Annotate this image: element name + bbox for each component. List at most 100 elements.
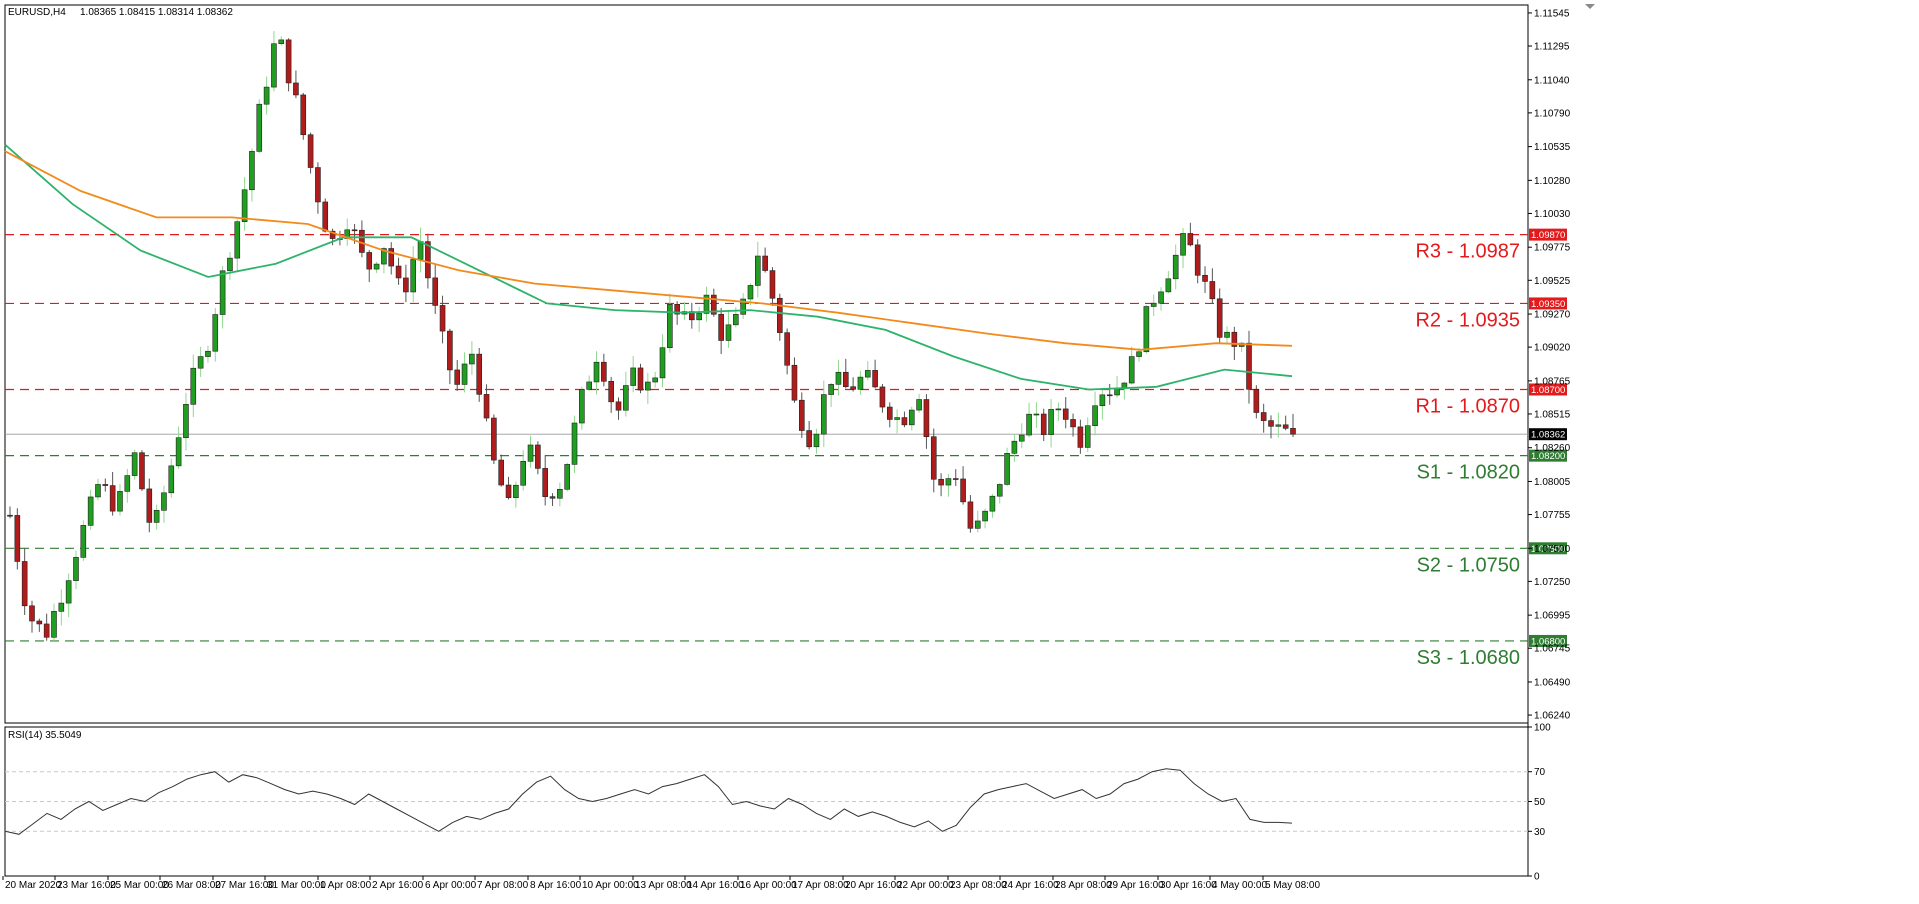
candle-body bbox=[513, 484, 519, 498]
price-tick-label: 1.06240 bbox=[1534, 711, 1571, 722]
candle-body bbox=[733, 314, 739, 326]
candle-body bbox=[65, 580, 72, 604]
candle bbox=[1062, 397, 1069, 429]
time-tick-label: 25 Mar 00:00 bbox=[110, 880, 169, 891]
candle bbox=[725, 311, 732, 348]
time-tick-label: 14 Apr 16:00 bbox=[687, 880, 744, 891]
candle bbox=[1275, 412, 1282, 438]
candle-body bbox=[1077, 426, 1084, 448]
candle-body bbox=[51, 611, 57, 638]
chart-shift-marker[interactable] bbox=[1585, 4, 1595, 9]
candle bbox=[1194, 239, 1201, 284]
candle bbox=[139, 450, 145, 491]
candle bbox=[124, 468, 131, 503]
candle bbox=[447, 328, 453, 385]
candle bbox=[798, 392, 805, 438]
candle bbox=[1026, 402, 1032, 438]
candle bbox=[755, 241, 761, 298]
candle bbox=[256, 99, 263, 154]
candle bbox=[718, 307, 724, 355]
level-label: R1 - 1.0870 bbox=[1415, 395, 1520, 417]
candle-body bbox=[7, 514, 13, 517]
candle bbox=[842, 358, 849, 389]
candle-body bbox=[916, 399, 922, 411]
candle-body bbox=[784, 332, 790, 366]
candle bbox=[1268, 415, 1274, 439]
candle bbox=[901, 411, 908, 428]
candle-body bbox=[637, 367, 644, 391]
level-label: S1 - 1.0820 bbox=[1417, 462, 1520, 484]
candle bbox=[1011, 434, 1018, 462]
candle-body bbox=[359, 229, 365, 253]
candle-body bbox=[813, 433, 820, 448]
level-badge bbox=[1529, 383, 1567, 396]
main-price-pane bbox=[4, 4, 1529, 724]
candle bbox=[1048, 398, 1054, 448]
rsi-header: RSI(14) 35.5049 bbox=[8, 730, 82, 741]
candle-body bbox=[879, 386, 886, 408]
candle-body bbox=[36, 620, 43, 625]
candle-body bbox=[1033, 413, 1040, 416]
level-label: S3 - 1.0680 bbox=[1417, 647, 1520, 669]
candle-body bbox=[1260, 412, 1267, 421]
price-tick-label: 1.10535 bbox=[1534, 142, 1571, 153]
candle-body bbox=[439, 305, 446, 332]
candle bbox=[872, 359, 878, 389]
candle-body bbox=[740, 298, 746, 315]
candle bbox=[945, 473, 952, 497]
candle bbox=[300, 92, 307, 140]
candle-body bbox=[1216, 298, 1223, 338]
candle bbox=[586, 375, 592, 392]
candle bbox=[1128, 346, 1135, 385]
candle-body bbox=[725, 324, 732, 341]
rsi-series bbox=[4, 768, 1293, 835]
candle-body bbox=[139, 452, 145, 490]
candle bbox=[1018, 423, 1025, 449]
candle-body bbox=[755, 255, 761, 286]
candle-body bbox=[388, 248, 395, 267]
candle-body bbox=[901, 417, 908, 426]
candle bbox=[388, 242, 395, 275]
candlesticks bbox=[7, 30, 1296, 641]
candle-body bbox=[696, 313, 702, 321]
candle bbox=[850, 377, 856, 392]
candle bbox=[403, 264, 409, 303]
candle bbox=[263, 76, 270, 115]
candle bbox=[197, 346, 204, 377]
candle bbox=[974, 510, 981, 533]
candle-body bbox=[1106, 394, 1113, 397]
candle-body bbox=[454, 369, 461, 385]
candle-body bbox=[886, 406, 893, 420]
level-badge bbox=[1529, 634, 1567, 647]
candle-body bbox=[718, 313, 724, 341]
candle bbox=[161, 485, 167, 523]
candle bbox=[1070, 413, 1076, 437]
time-tick-label: 5 May 08:00 bbox=[1265, 880, 1320, 891]
candle-body bbox=[1099, 394, 1106, 407]
candle-body bbox=[212, 314, 219, 352]
level-badge bbox=[1529, 228, 1567, 241]
candle bbox=[542, 455, 548, 506]
candle bbox=[454, 359, 461, 391]
candle-body bbox=[300, 94, 307, 136]
candle-body bbox=[667, 304, 673, 348]
time-tick-label: 17 Apr 08:00 bbox=[792, 880, 849, 891]
candle-body bbox=[1202, 274, 1208, 282]
time-tick-label: 7 Apr 08:00 bbox=[477, 880, 529, 891]
level-badge-text: 1.08200 bbox=[1531, 451, 1565, 462]
candle-body bbox=[219, 270, 226, 315]
level-label: S2 - 1.0750 bbox=[1417, 554, 1520, 576]
candle bbox=[1224, 326, 1230, 344]
candle-body bbox=[124, 475, 131, 492]
candle bbox=[234, 219, 241, 273]
candle bbox=[109, 471, 116, 516]
price-tick-label: 1.10790 bbox=[1534, 108, 1571, 119]
level-badge-text: 1.08700 bbox=[1531, 385, 1565, 396]
candle bbox=[1180, 228, 1186, 269]
price-tick-label: 1.07250 bbox=[1534, 577, 1571, 588]
candle-body bbox=[102, 484, 109, 486]
time-tick-label: 30 Apr 16:00 bbox=[1160, 880, 1217, 891]
candle bbox=[410, 246, 417, 303]
candle bbox=[769, 267, 776, 306]
candle-body bbox=[1275, 424, 1282, 427]
